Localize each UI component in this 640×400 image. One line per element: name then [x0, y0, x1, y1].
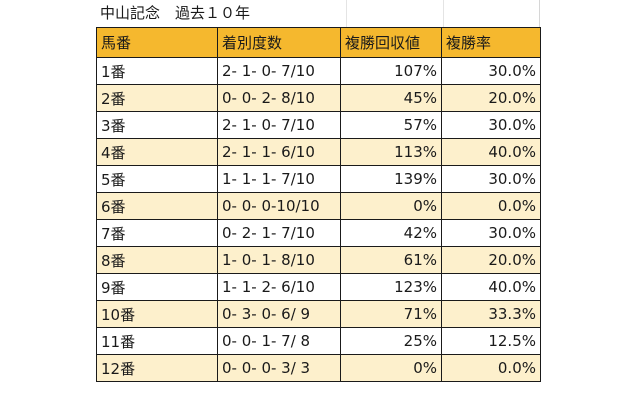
- header-place-rate: 複勝率: [441, 27, 541, 58]
- place-return-cell: 139%: [340, 165, 442, 193]
- record-cell: 0- 2- 1- 7/10: [217, 219, 341, 247]
- table-row: 11番 0- 0- 1- 7/ 8 25% 12.5%: [96, 327, 541, 355]
- place-rate-cell: 0.0%: [441, 354, 541, 382]
- place-rate-cell: 30.0%: [441, 111, 541, 139]
- record-cell: 2- 1- 0- 7/10: [217, 57, 341, 85]
- record-cell: 2- 1- 1- 6/10: [217, 138, 341, 166]
- record-cell: 0- 0- 2- 8/10: [217, 84, 341, 112]
- horse-number-cell: 10番: [96, 300, 218, 328]
- header-horse-number: 馬番: [96, 27, 218, 58]
- horse-number-cell: 9番: [96, 273, 218, 301]
- horse-number-cell: 12番: [96, 354, 218, 382]
- stats-table: 馬番 着別度数 複勝回収値 複勝率 1番 2- 1- 0- 7/10 107% 30.…: [96, 27, 541, 382]
- place-return-cell: 45%: [340, 84, 442, 112]
- place-rate-cell: 30.0%: [441, 165, 541, 193]
- spreadsheet: 中山記念 過去１０年 馬番 着別度数 複勝回収値 複勝率 1番 2- 1- 0- …: [96, 0, 541, 382]
- place-rate-cell: 0.0%: [441, 192, 541, 220]
- place-return-cell: 25%: [340, 327, 442, 355]
- table-row: 3番 2- 1- 0- 7/10 57% 30.0%: [96, 111, 541, 139]
- record-cell: 2- 1- 0- 7/10: [217, 111, 341, 139]
- place-return-cell: 61%: [340, 246, 442, 274]
- table-row: 6番 0- 0- 0-10/10 0% 0.0%: [96, 192, 541, 220]
- title-row: 中山記念 過去１０年: [96, 0, 540, 27]
- table-row: 7番 0- 2- 1- 7/10 42% 30.0%: [96, 219, 541, 247]
- record-cell: 0- 0- 0- 3/ 3: [217, 354, 341, 382]
- table-row: 12番 0- 0- 0- 3/ 3 0% 0.0%: [96, 354, 541, 382]
- place-return-cell: 113%: [340, 138, 442, 166]
- table-row: 1番 2- 1- 0- 7/10 107% 30.0%: [96, 57, 541, 85]
- place-rate-cell: 40.0%: [441, 273, 541, 301]
- table-row: 5番 1- 1- 1- 7/10 139% 30.0%: [96, 165, 541, 193]
- place-return-cell: 57%: [340, 111, 442, 139]
- record-cell: 1- 0- 1- 8/10: [217, 246, 341, 274]
- record-cell: 0- 3- 0- 6/ 9: [217, 300, 341, 328]
- place-return-cell: 42%: [340, 219, 442, 247]
- record-cell: 0- 0- 1- 7/ 8: [217, 327, 341, 355]
- table-row: 8番 1- 0- 1- 8/10 61% 20.0%: [96, 246, 541, 274]
- place-rate-cell: 40.0%: [441, 138, 541, 166]
- place-return-cell: 71%: [340, 300, 442, 328]
- place-return-cell: 0%: [340, 192, 442, 220]
- record-cell: 0- 0- 0-10/10: [217, 192, 341, 220]
- table-row: 4番 2- 1- 1- 6/10 113% 40.0%: [96, 138, 541, 166]
- header-place-return: 複勝回収値: [340, 27, 442, 58]
- horse-number-cell: 2番: [96, 84, 218, 112]
- place-return-cell: 123%: [340, 273, 442, 301]
- horse-number-cell: 8番: [96, 246, 218, 274]
- horse-number-cell: 7番: [96, 219, 218, 247]
- sheet-title: 中山記念 過去１０年: [100, 4, 251, 22]
- header-row: 馬番 着別度数 複勝回収値 複勝率: [96, 27, 541, 58]
- horse-number-cell: 11番: [96, 327, 218, 355]
- horse-number-cell: 4番: [96, 138, 218, 166]
- place-rate-cell: 20.0%: [441, 84, 541, 112]
- header-record: 着別度数: [217, 27, 341, 58]
- horse-number-cell: 3番: [96, 111, 218, 139]
- place-rate-cell: 33.3%: [441, 300, 541, 328]
- table-row: 2番 0- 0- 2- 8/10 45% 20.0%: [96, 84, 541, 112]
- place-rate-cell: 30.0%: [441, 219, 541, 247]
- place-return-cell: 0%: [340, 354, 442, 382]
- place-rate-cell: 30.0%: [441, 57, 541, 85]
- table-row: 10番 0- 3- 0- 6/ 9 71% 33.3%: [96, 300, 541, 328]
- record-cell: 1- 1- 2- 6/10: [217, 273, 341, 301]
- empty-cell: [442, 0, 539, 27]
- horse-number-cell: 5番: [96, 165, 218, 193]
- horse-number-cell: 1番: [96, 57, 218, 85]
- table-row: 9番 1- 1- 2- 6/10 123% 40.0%: [96, 273, 541, 301]
- place-rate-cell: 12.5%: [441, 327, 541, 355]
- empty-cell: [346, 0, 442, 27]
- place-return-cell: 107%: [340, 57, 442, 85]
- record-cell: 1- 1- 1- 7/10: [217, 165, 341, 193]
- place-rate-cell: 20.0%: [441, 246, 541, 274]
- horse-number-cell: 6番: [96, 192, 218, 220]
